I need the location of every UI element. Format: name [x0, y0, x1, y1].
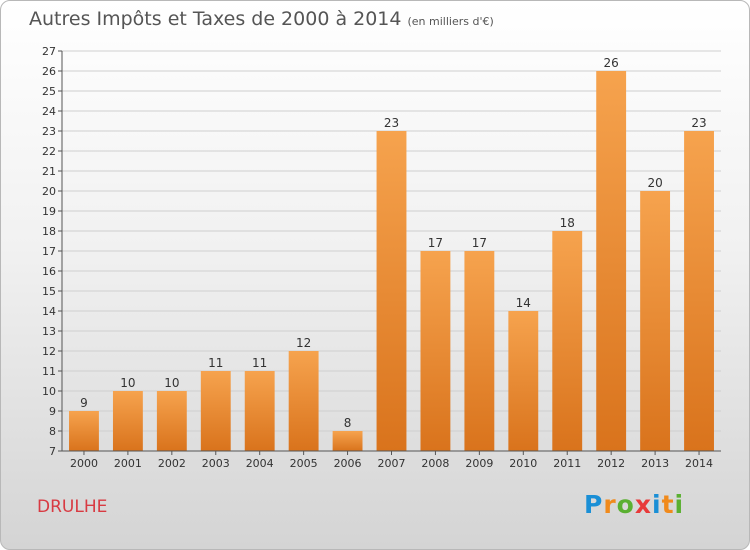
x-tick-label: 2002: [158, 457, 186, 470]
x-tick-label: 2008: [421, 457, 449, 470]
x-tick-label: 2005: [290, 457, 318, 470]
y-tick-label: 18: [42, 225, 56, 238]
bar: [420, 251, 451, 451]
proxiti-logo[interactable]: Proxiti: [584, 490, 684, 519]
bar-value-label: 11: [208, 356, 223, 370]
bar: [684, 131, 714, 451]
y-tick-label: 26: [42, 65, 56, 78]
bar: [200, 371, 231, 451]
labels: 9 10 10 11 11 12 8 23 17 17 14 18 26 20 23: [80, 56, 707, 430]
bars: [69, 71, 714, 451]
x-tick-label: 2011: [553, 457, 581, 470]
bar-value-label: 18: [560, 216, 575, 230]
y-tick-label: 22: [42, 145, 56, 158]
commune-name: DRULHE: [37, 497, 108, 517]
bar-value-label: 23: [384, 116, 399, 130]
y-tick-label: 23: [42, 125, 56, 138]
bar-value-label: 9: [80, 396, 88, 410]
bar: [596, 71, 627, 451]
y-tick-label: 17: [42, 245, 56, 258]
bar: [112, 391, 143, 451]
y-tick-label: 14: [42, 305, 56, 318]
axes: 7 8 9 10 11 12 13 14 15 16 17 18 19 20 21 22 23 24 25 26 27 2…: [42, 45, 721, 470]
bar: [640, 191, 671, 451]
x-tick-label: 2010: [509, 457, 537, 470]
bar-value-label: 17: [472, 236, 487, 250]
y-tick-label: 20: [42, 185, 56, 198]
chart-title-main: Autres Impôts et Taxes de 2000 à 2014: [29, 8, 402, 30]
logo-letter: P: [584, 490, 604, 519]
x-tick-label: 2003: [202, 457, 230, 470]
x-tick-label: 2000: [70, 457, 98, 470]
y-tick-label: 11: [42, 365, 56, 378]
bar: [376, 131, 407, 451]
bar-value-label: 12: [296, 336, 311, 350]
y-tick-label: 13: [42, 325, 56, 338]
bar: [464, 251, 495, 451]
y-tick-label: 27: [42, 45, 56, 58]
bar: [69, 411, 99, 451]
bar: [156, 391, 187, 451]
logo-letter: o: [616, 490, 635, 519]
y-tick-label: 7: [49, 445, 56, 458]
bar-value-label: 17: [428, 236, 443, 250]
bar: [552, 231, 583, 451]
x-tick-label: 2007: [378, 457, 406, 470]
bar-value-label: 11: [252, 356, 267, 370]
x-tick-label: 2004: [246, 457, 274, 470]
x-tick-label: 2013: [641, 457, 669, 470]
y-tick-label: 19: [42, 205, 56, 218]
bar: [244, 371, 275, 451]
x-tick-label: 2001: [114, 457, 142, 470]
bar-value-label: 26: [604, 56, 619, 70]
logo-letter: i: [674, 490, 685, 519]
x-tick-label: 2009: [465, 457, 493, 470]
y-tick-label: 21: [42, 165, 56, 178]
bar-value-label: 23: [691, 116, 706, 130]
y-tick-label: 12: [42, 345, 56, 358]
y-tick-label: 16: [42, 265, 56, 278]
y-tick-label: 9: [49, 405, 56, 418]
x-tick-label: 2012: [597, 457, 625, 470]
bar: [508, 311, 539, 451]
bar-value-label: 8: [344, 416, 352, 430]
x-tick-label: 2006: [334, 457, 362, 470]
x-tick-label: 2014: [685, 457, 713, 470]
bar-value-label: 20: [647, 176, 662, 190]
bar-value-label: 10: [120, 376, 135, 390]
bar-value-label: 14: [516, 296, 531, 310]
y-tick-label: 15: [42, 285, 56, 298]
bar: [288, 351, 319, 451]
bar: [332, 431, 363, 451]
bar-value-label: 10: [164, 376, 179, 390]
logo-letter: x: [634, 490, 652, 519]
chart-title: Autres Impôts et Taxes de 2000 à 2014 (en…: [29, 8, 494, 30]
y-tick-label: 8: [49, 425, 56, 438]
logo-letter: t: [661, 490, 675, 519]
chart-title-unit: (en milliers d'€): [407, 15, 494, 28]
logo-letter: i: [652, 490, 662, 519]
y-tick-label: 24: [42, 105, 56, 118]
y-tick-label: 25: [42, 85, 56, 98]
y-tick-label: 10: [42, 385, 56, 398]
logo-letter: r: [603, 490, 617, 519]
